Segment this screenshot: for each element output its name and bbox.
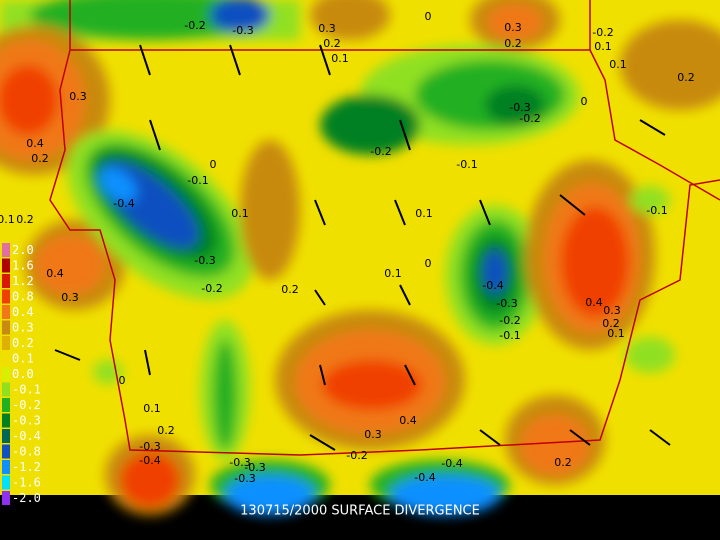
contour-label: -0.1	[646, 204, 667, 217]
legend-label: 0.0	[12, 367, 34, 381]
contour-label: -0.2	[499, 314, 520, 327]
contour-label: -0.3	[496, 297, 517, 310]
contour-label: -0.2	[184, 19, 205, 32]
contour-label: -0.2	[370, 145, 391, 158]
legend-swatch	[2, 429, 10, 443]
contour-label: -0.1	[456, 158, 477, 171]
wind-barbs	[54, 44, 671, 451]
legend-swatch	[2, 305, 10, 319]
legend-label: 0.8	[12, 290, 34, 304]
legend-swatch	[2, 491, 10, 505]
contour-label: 0.1	[143, 402, 161, 415]
contour-label: -0.3	[229, 456, 250, 469]
legend-label: 1.6	[12, 259, 34, 273]
contour-label: -0.4	[441, 457, 462, 470]
contour-label: -0.2	[346, 449, 367, 462]
caption: 130715/2000 SURFACE DIVERGENCE	[240, 504, 480, 519]
legend-swatch	[2, 367, 10, 381]
contour-label: 0.1	[331, 52, 349, 65]
contour-label: 0.2	[16, 213, 34, 226]
contour-label: -0.1	[187, 174, 208, 187]
contour-label: 0.3	[364, 428, 382, 441]
contour-label: 0.4	[46, 267, 64, 280]
contour-label: 0.2	[677, 71, 695, 84]
legend-label: 0.2	[12, 336, 34, 350]
contour-label: -0.3	[139, 440, 160, 453]
contour-label: 0	[581, 95, 588, 108]
contour-label: -0.3	[232, 24, 253, 37]
contour-label: 0	[425, 257, 432, 270]
contour-label: -0.3	[509, 101, 530, 114]
contour-label: 0.1	[607, 327, 625, 340]
contour-label: -0.4	[113, 197, 134, 210]
legend-label: -0.2	[12, 398, 41, 412]
contour-label: 0.2	[31, 152, 49, 165]
contour-label: 0.1	[415, 207, 433, 220]
legend-label: -1.6	[12, 476, 41, 490]
legend-label: -0.3	[12, 414, 41, 428]
contour-label: 0.2	[504, 37, 522, 50]
legend-swatch	[2, 398, 10, 412]
legend-label: -0.4	[12, 429, 41, 443]
legend-label: 0.4	[12, 305, 34, 319]
legend-label: -0.1	[12, 383, 41, 397]
legend-swatch	[2, 413, 10, 428]
contour-label: -0.3	[234, 472, 255, 485]
contour-label: 0	[119, 374, 126, 387]
contour-label: 0.3	[61, 291, 79, 304]
legend-swatch	[2, 460, 10, 474]
contour-label: -0.2	[519, 112, 540, 125]
legend-swatch	[2, 258, 10, 273]
contour-label: -0.3	[244, 461, 265, 474]
contour-label: 0.4	[26, 137, 44, 150]
contour-label: 0.1	[0, 213, 15, 226]
legend-swatch	[2, 274, 10, 288]
borders	[49, 0, 720, 456]
legend-label: 1.2	[12, 274, 34, 288]
legend-swatch	[2, 351, 10, 366]
contour-label: 0.2	[602, 317, 620, 330]
contour-label: 0.1	[231, 207, 249, 220]
contour-label: 0.3	[603, 304, 621, 317]
legend-swatch	[2, 382, 10, 397]
legend-label: -0.8	[12, 445, 41, 459]
legend: 2.01.61.20.80.40.30.20.10.0-0.1-0.2-0.3-…	[2, 243, 41, 505]
legend-swatch	[2, 243, 10, 257]
contour-label: 0.3	[69, 90, 87, 103]
contour-label: -0.3	[194, 254, 215, 267]
contour-label: -0.4	[139, 454, 160, 467]
legend-swatch	[2, 320, 10, 335]
contour-label: 0.2	[157, 424, 175, 437]
contour-label: 0.1	[609, 58, 627, 71]
contour-label: 0	[210, 158, 217, 171]
contour-label: 0.1	[384, 267, 402, 280]
legend-label: -1.2	[12, 460, 41, 474]
contour-labels: -0.2 -0.3 0.30.20.100.30.2-0.20.10.10.20.3…	[0, 10, 695, 485]
contour-label: 0.2	[554, 456, 572, 469]
contour-label: -0.4	[482, 279, 503, 292]
legend-swatch	[2, 336, 10, 350]
legend-swatch	[2, 444, 10, 459]
contour-label: -0.2	[201, 282, 222, 295]
contour-label: 0.2	[323, 37, 341, 50]
legend-swatch	[2, 475, 10, 490]
contour-label: 0.4	[585, 296, 603, 309]
legend-label: -2.0	[12, 491, 41, 505]
contour-label: -0.2	[592, 26, 613, 39]
legend-label: 0.3	[12, 321, 34, 335]
legend-label: 0.1	[12, 352, 34, 366]
contour-label: 0.3	[504, 21, 522, 34]
contour-label: -0.1	[499, 329, 520, 342]
contour-label: 0.1	[594, 40, 612, 53]
contour-label: 0	[425, 10, 432, 23]
contour-label: -0.4	[414, 471, 435, 484]
contour-label: 0.4	[399, 414, 417, 427]
contour-label: 0.3	[318, 22, 336, 35]
contour-label: 0.2	[281, 283, 299, 296]
field	[0, 0, 720, 515]
legend-swatch	[2, 289, 10, 304]
legend-label: 2.0	[12, 243, 34, 257]
